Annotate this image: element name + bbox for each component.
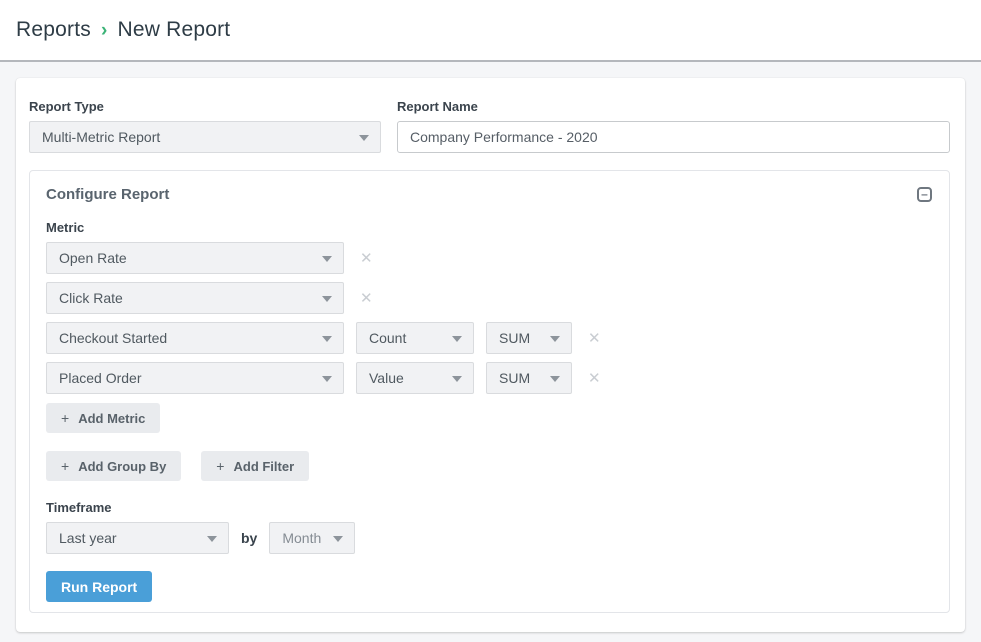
report-name-label: Report Name — [397, 99, 478, 114]
measurement-value: Value — [369, 370, 404, 386]
remove-metric-icon[interactable]: ✕ — [360, 289, 373, 307]
add-metric-label: Add Metric — [78, 410, 146, 426]
measurement-dropdown[interactable]: Count — [356, 322, 474, 354]
report-name-input[interactable] — [397, 121, 950, 153]
configure-report-title: Configure Report — [46, 186, 170, 203]
chevron-right-icon: › — [100, 19, 108, 41]
chevron-down-icon — [550, 376, 560, 382]
interval-dropdown[interactable]: Month — [269, 522, 356, 554]
chevron-down-icon — [359, 135, 369, 141]
breadcrumb-reports-link[interactable]: Reports — [16, 18, 91, 41]
remove-metric-icon[interactable]: ✕ — [588, 329, 601, 347]
metric-dropdown[interactable]: Click Rate — [46, 282, 344, 314]
aggregation-dropdown[interactable]: SUM — [486, 362, 572, 394]
breadcrumb: Reports › New Report — [16, 18, 230, 42]
collapse-panel-button[interactable]: – — [917, 187, 932, 202]
chevron-down-icon — [322, 336, 332, 342]
metric-row: Checkout Started Count SUM ✕ — [46, 322, 933, 354]
interval-value: Month — [282, 530, 322, 546]
aggregation-dropdown[interactable]: SUM — [486, 322, 572, 354]
plus-icon: + — [61, 458, 70, 474]
chevron-down-icon — [452, 376, 462, 382]
chevron-down-icon — [207, 536, 217, 542]
aggregation-value: SUM — [499, 370, 531, 386]
report-type-label: Report Type — [29, 99, 104, 114]
add-group-by-button[interactable]: + Add Group By — [46, 451, 182, 481]
add-group-by-label: Add Group By — [78, 458, 167, 474]
run-report-button[interactable]: Run Report — [46, 571, 153, 602]
by-text: by — [241, 530, 258, 546]
remove-metric-icon[interactable]: ✕ — [588, 369, 601, 387]
metric-row: Click Rate ✕ — [46, 282, 933, 314]
timeframe-row: Last year by Month — [46, 522, 933, 554]
plus-icon: + — [61, 410, 70, 426]
metric-value: Click Rate — [59, 290, 123, 306]
chevron-down-icon — [452, 336, 462, 342]
metric-dropdown[interactable]: Placed Order — [46, 362, 344, 394]
metric-dropdown[interactable]: Checkout Started — [46, 322, 344, 354]
remove-metric-icon[interactable]: ✕ — [360, 249, 373, 267]
chevron-down-icon — [322, 376, 332, 382]
aggregation-value: SUM — [499, 330, 531, 346]
add-filter-button[interactable]: + Add Filter — [201, 451, 310, 481]
timeframe-label: Timeframe — [46, 500, 112, 515]
metric-value: Open Rate — [59, 250, 127, 266]
plus-icon: + — [216, 458, 225, 474]
chevron-down-icon — [333, 536, 344, 542]
chevron-down-icon — [322, 296, 332, 302]
add-metric-button[interactable]: + Add Metric — [46, 403, 161, 433]
breadcrumb-current-page: New Report — [117, 18, 231, 41]
metric-value: Placed Order — [59, 370, 142, 386]
timeframe-value: Last year — [59, 530, 117, 546]
page-header: Reports › New Report — [0, 0, 981, 62]
metric-dropdown[interactable]: Open Rate — [46, 242, 344, 274]
report-type-value: Multi-Metric Report — [42, 129, 161, 145]
metric-row: Placed Order Value SUM ✕ — [46, 362, 933, 394]
configure-report-panel: Configure Report – Metric Open Rate ✕ Cl… — [29, 170, 950, 613]
chevron-down-icon — [550, 336, 560, 342]
metric-value: Checkout Started — [59, 330, 168, 346]
report-builder-card: Report Type Multi-Metric Report Report N… — [16, 78, 965, 632]
metric-row: Open Rate ✕ — [46, 242, 933, 274]
measurement-dropdown[interactable]: Value — [356, 362, 474, 394]
metric-label: Metric — [46, 220, 85, 235]
report-type-dropdown[interactable]: Multi-Metric Report — [29, 121, 381, 153]
chevron-down-icon — [322, 256, 332, 262]
minus-icon: – — [921, 187, 928, 201]
timeframe-dropdown[interactable]: Last year — [46, 522, 229, 554]
measurement-value: Count — [369, 330, 407, 346]
add-filter-label: Add Filter — [233, 458, 295, 474]
